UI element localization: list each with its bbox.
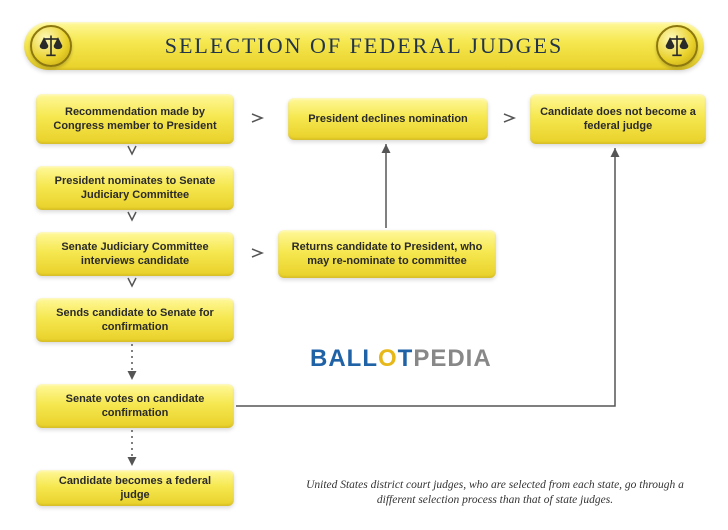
ballotpedia-watermark: BALLOTPEDIA bbox=[310, 345, 492, 373]
footnote-text: United States district court judges, who… bbox=[290, 478, 700, 508]
flowchart-edges bbox=[0, 0, 728, 530]
wm-part: T bbox=[398, 345, 414, 372]
wm-part: BALL bbox=[310, 345, 378, 372]
wm-part: O bbox=[378, 345, 398, 372]
wm-part: PEDIA bbox=[413, 345, 491, 372]
